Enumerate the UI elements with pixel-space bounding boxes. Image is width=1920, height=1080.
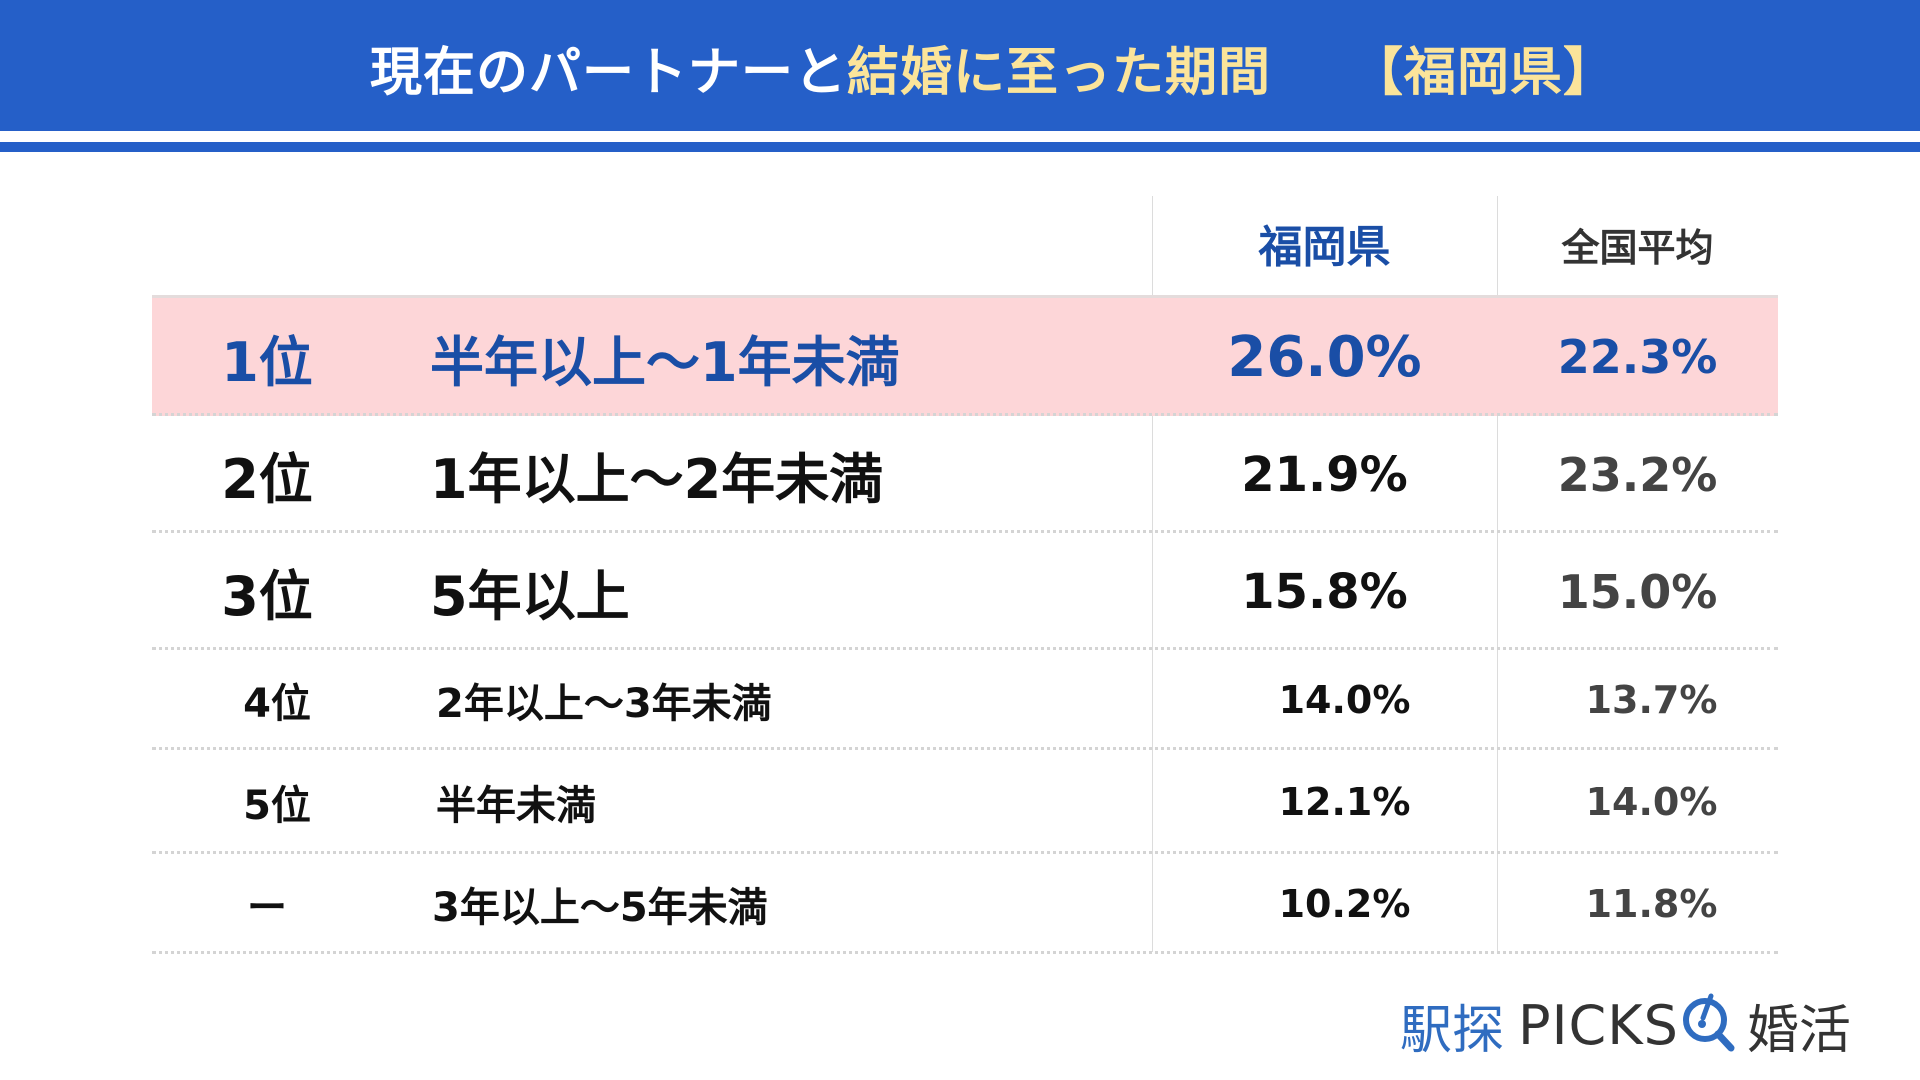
title-prefecture: 【福岡県】 — [1351, 43, 1617, 103]
page-title: 現在のパートナーと結婚に至った期間 【福岡県】 — [370, 38, 1616, 108]
fukuoka-value: 21.9% — [1241, 446, 1408, 503]
period-label: 3年以上〜5年未満 — [432, 885, 768, 931]
national-value: 15.0% — [1557, 564, 1718, 619]
header-divider — [0, 131, 1920, 142]
rank: 4位 — [243, 681, 311, 727]
fukuoka-value: 15.8% — [1241, 563, 1408, 620]
row-separator — [152, 647, 1778, 650]
table-row: ー 3年以上〜5年未満 10.2% 11.8% — [152, 854, 1778, 954]
rank: 2位 — [221, 448, 313, 511]
column-header-fukuoka: 福岡県 — [1258, 222, 1391, 273]
column-header-national: 全国平均 — [1561, 226, 1714, 270]
column-divider — [1152, 196, 1153, 952]
logo-ekitan: 駅探 — [1400, 1000, 1505, 1061]
national-value: 23.2% — [1557, 447, 1718, 502]
header-accent-line — [0, 142, 1920, 152]
table-row: 2位 1年以上〜2年未満 21.9% 23.2% — [152, 416, 1778, 533]
rank: 3位 — [221, 565, 313, 628]
row-separator — [152, 413, 1778, 416]
period-label: 1年以上〜2年未満 — [430, 448, 884, 511]
header-band — [0, 0, 1920, 131]
logo-picks: PICKS — [1518, 993, 1679, 1057]
column-divider — [1497, 196, 1498, 952]
national-value: 22.3% — [1557, 330, 1718, 384]
magnifier-icon — [1681, 992, 1737, 1058]
row-separator — [152, 851, 1778, 854]
title-part-highlight: 結婚に至った期間 — [847, 43, 1272, 103]
table-row: 1位 半年以上〜1年未満 26.0% 22.3% — [152, 295, 1778, 416]
national-value: 11.8% — [1585, 882, 1718, 926]
fukuoka-value: 26.0% — [1227, 324, 1422, 390]
table-row: 3位 5年以上 15.8% 15.0% — [152, 533, 1778, 650]
brand-logo: 駅探 PICKS 婚活 — [1400, 990, 1851, 1061]
table-row: 4位 2年以上〜3年未満 14.0% 13.7% — [152, 650, 1778, 750]
title-part-white: 現在のパートナーと — [370, 43, 848, 103]
period-label: 半年以上〜1年未満 — [430, 330, 900, 394]
row-separator — [152, 530, 1778, 533]
period-label: 半年未満 — [436, 783, 596, 829]
fukuoka-value: 14.0% — [1278, 678, 1411, 722]
national-value: 13.7% — [1585, 678, 1718, 722]
rank: 1位 — [221, 330, 313, 394]
table-row: 5位 半年未満 12.1% 14.0% — [152, 750, 1778, 854]
fukuoka-value: 10.2% — [1278, 882, 1411, 926]
ranking-table: 福岡県 全国平均 1位 半年以上〜1年未満 26.0% 22.3% 2位 1年以… — [152, 196, 1778, 956]
rank: ー — [247, 885, 287, 931]
row-separator — [152, 747, 1778, 750]
row-separator — [152, 951, 1778, 954]
rank: 5位 — [243, 783, 311, 829]
national-value: 14.0% — [1585, 780, 1718, 824]
period-label: 5年以上 — [430, 565, 630, 628]
period-label: 2年以上〜3年未満 — [436, 681, 772, 727]
fukuoka-value: 12.1% — [1278, 780, 1411, 824]
logo-konkatsu: 婚活 — [1746, 1000, 1851, 1061]
